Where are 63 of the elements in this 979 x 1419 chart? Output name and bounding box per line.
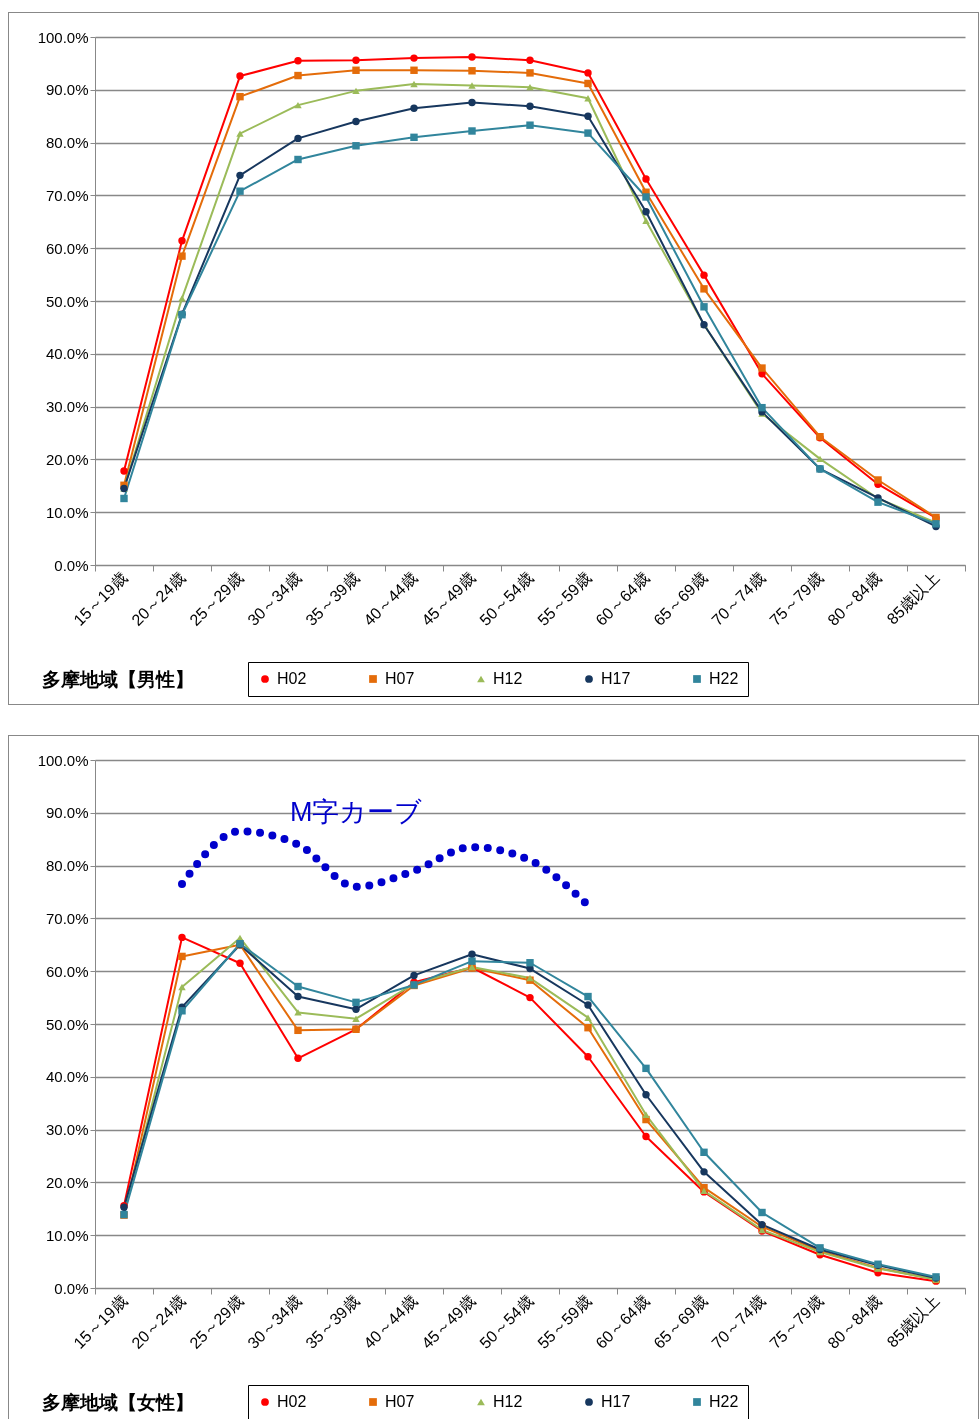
legend-label: H02 xyxy=(277,1393,307,1410)
x-tick-label: 70～74歳 xyxy=(708,1292,769,1352)
x-tick-label: 20～24歳 xyxy=(128,569,189,629)
legend-label: H12 xyxy=(493,1393,523,1410)
x-tick-label: 50～54歳 xyxy=(476,1292,537,1352)
x-tick-label: 75～79歳 xyxy=(766,1292,827,1352)
x-tick-label: 45～49歳 xyxy=(418,569,479,629)
y-tick-label: 50.0% xyxy=(45,292,89,310)
x-tick-label: 80～84歳 xyxy=(824,1292,885,1352)
y-tick-label: 80.0% xyxy=(45,134,89,152)
x-tick-label: 55～59歳 xyxy=(534,569,595,629)
y-tick-label: 100.0% xyxy=(37,28,89,46)
legend-label: H07 xyxy=(385,1393,415,1410)
y-tick-label: 30.0% xyxy=(45,398,89,416)
x-tick-label: 85歳以上 xyxy=(883,1292,943,1351)
x-tick-label: 30～34歳 xyxy=(244,569,305,629)
y-tick-label: 90.0% xyxy=(45,804,89,822)
x-tick-label: 55～59歳 xyxy=(534,1292,595,1352)
x-tick-label: 65～69歳 xyxy=(650,1292,711,1352)
x-tick-label: 75～79歳 xyxy=(766,569,827,629)
y-tick-label: 100.0% xyxy=(37,751,89,769)
y-tick-label: 70.0% xyxy=(45,186,89,204)
x-tick-label: 20～24歳 xyxy=(128,1292,189,1352)
legend-label: H22 xyxy=(709,670,739,687)
y-tick-label: 0.0% xyxy=(54,556,89,574)
x-tick-label: 45～49歳 xyxy=(418,1292,479,1352)
y-tick-label: 40.0% xyxy=(45,345,89,363)
y-tick-label: 10.0% xyxy=(45,1226,89,1244)
y-tick-label: 60.0% xyxy=(45,962,89,980)
x-tick-label: 25～29歳 xyxy=(186,1292,247,1352)
x-tick-label: 70～74歳 xyxy=(708,569,769,629)
x-tick-label: 50～54歳 xyxy=(476,569,537,629)
x-tick-label: 35～39歳 xyxy=(302,1292,363,1352)
y-tick-label: 30.0% xyxy=(45,1121,89,1139)
x-tick-label: 80～84歳 xyxy=(824,569,885,629)
legend-label: H22 xyxy=(709,1393,739,1410)
x-tick-label: 25～29歳 xyxy=(186,569,247,629)
y-tick-label: 90.0% xyxy=(45,81,89,99)
y-tick-label: 20.0% xyxy=(45,450,89,468)
text: 多摩地域【女性】 xyxy=(42,1391,194,1415)
y-tick-label: 70.0% xyxy=(45,909,89,927)
y-tick-label: 60.0% xyxy=(45,239,89,257)
x-tick-label: 40～44歳 xyxy=(360,1292,421,1352)
y-tick-label: 40.0% xyxy=(45,1068,89,1086)
annotation: M字カーブ xyxy=(290,796,423,829)
x-tick-label: 60～64歳 xyxy=(592,569,653,629)
x-tick-label: 30～34歳 xyxy=(244,1292,305,1352)
y-tick-label: 80.0% xyxy=(45,857,89,875)
legend-label: H12 xyxy=(493,670,523,687)
x-tick-label: 35～39歳 xyxy=(302,569,363,629)
legend-label: H07 xyxy=(385,670,415,687)
x-tick-label: 40～44歳 xyxy=(360,569,421,629)
legend-label: H17 xyxy=(601,670,631,687)
legend-label: H02 xyxy=(277,670,307,687)
text: 多摩地域【男性】 xyxy=(42,668,194,692)
y-tick-label: 50.0% xyxy=(45,1015,89,1033)
y-tick-label: 10.0% xyxy=(45,503,89,521)
y-tick-label: 0.0% xyxy=(54,1279,89,1297)
x-tick-label: 85歳以上 xyxy=(883,569,943,628)
y-tick-label: 20.0% xyxy=(45,1173,89,1191)
x-tick-label: 65～69歳 xyxy=(650,569,711,629)
x-tick-label: 60～64歳 xyxy=(592,1292,653,1352)
legend-label: H17 xyxy=(601,1393,631,1410)
